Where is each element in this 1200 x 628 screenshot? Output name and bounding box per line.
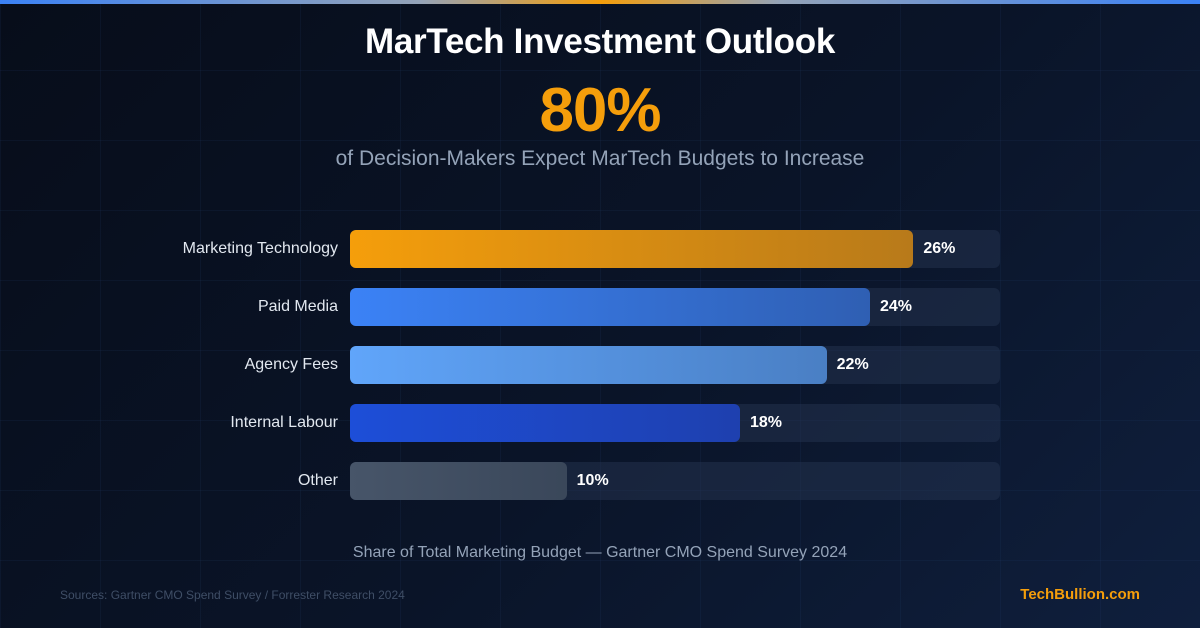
chart-subtitle: of Decision-Makers Expect MarTech Budget…: [335, 147, 865, 170]
top-accent-bar: [0, 0, 1200, 4]
category-label-paid-media: Paid Media: [257, 298, 338, 315]
value-label-agency-fees: 22%: [836, 356, 869, 373]
brand-link[interactable]: TechBullion.com: [1020, 586, 1140, 603]
bar-marketing-technology: [350, 230, 914, 268]
axis-caption: Share of Total Marketing Budget — Gartne…: [352, 544, 848, 561]
bar-paid-media: [350, 288, 870, 326]
value-label-other: 10%: [576, 472, 609, 489]
headline-stat: 80%: [539, 76, 661, 145]
value-label-paid-media: 24%: [880, 298, 913, 315]
value-label-marketing-technology: 26%: [923, 240, 956, 257]
category-label-other: Other: [297, 472, 338, 489]
bar-internal-labour: [350, 404, 740, 442]
bar-agency-fees: [350, 346, 827, 384]
sources-note: Sources: Gartner CMO Spend Survey / Forr…: [60, 588, 405, 602]
value-label-internal-labour: 18%: [750, 414, 783, 431]
bar-other: [350, 462, 567, 500]
category-label-agency-fees: Agency Fees: [244, 356, 338, 373]
category-label-marketing-technology: Marketing Technology: [182, 240, 338, 257]
chart-title: MarTech Investment Outlook: [365, 22, 835, 61]
category-label-internal-labour: Internal Labour: [230, 414, 338, 431]
